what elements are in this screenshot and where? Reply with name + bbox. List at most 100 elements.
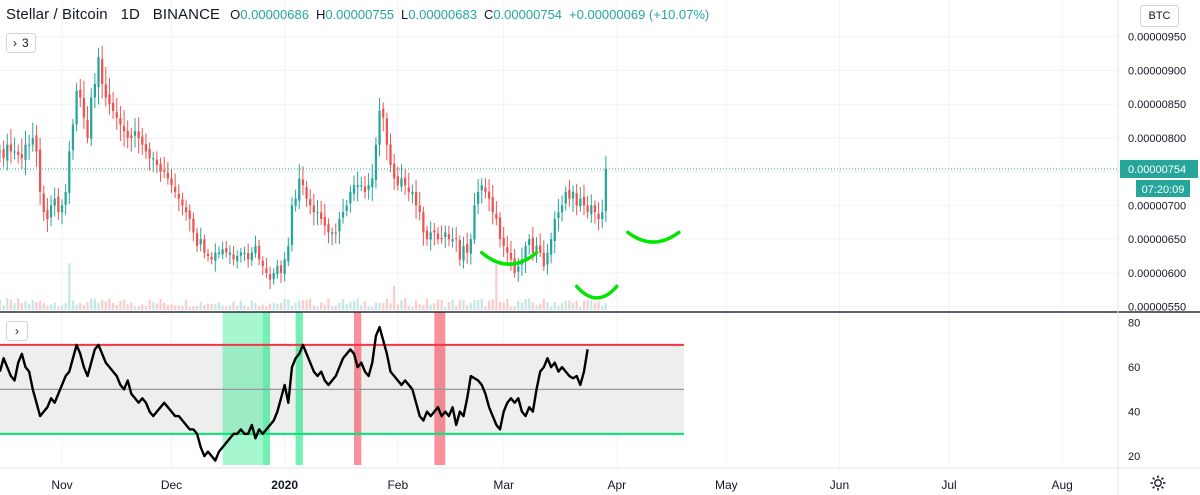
candle-body xyxy=(462,245,465,261)
candle-body xyxy=(309,199,312,206)
volume-bar xyxy=(487,300,491,310)
candle-body xyxy=(239,252,242,256)
volume-bar xyxy=(316,306,319,310)
candle-body xyxy=(2,149,5,159)
candle-body xyxy=(436,233,440,240)
candle-body xyxy=(144,144,148,152)
volume-bar xyxy=(327,298,330,310)
candle-body xyxy=(473,205,476,240)
volume-bar xyxy=(396,304,399,310)
volume-bar xyxy=(571,302,575,310)
candle-body xyxy=(31,137,34,145)
countdown-label: 07:20:09 xyxy=(1142,184,1185,196)
candle-body xyxy=(305,187,308,199)
annotation-curve xyxy=(626,230,681,244)
candle-body xyxy=(560,205,564,213)
volume-bar xyxy=(455,305,458,310)
signal-highlight xyxy=(434,312,446,465)
candle-body xyxy=(531,237,535,253)
candle-body xyxy=(82,97,86,118)
volume-bar xyxy=(119,300,122,310)
volume-bar xyxy=(75,304,78,310)
candle-body xyxy=(115,112,118,118)
candle-body xyxy=(582,196,586,206)
volume-bar xyxy=(360,305,363,310)
volume-bar xyxy=(28,304,31,310)
candle-body xyxy=(17,151,20,155)
candle-body xyxy=(345,205,348,211)
y-tick-label: 0.00000950 xyxy=(1128,32,1186,44)
candle-body xyxy=(451,239,454,242)
currency-button[interactable]: BTC xyxy=(1140,5,1179,27)
signal-highlight xyxy=(222,312,263,465)
volume-bar xyxy=(323,304,326,310)
y-tick-label: 0.00000550 xyxy=(1128,302,1186,314)
volume-bar xyxy=(126,304,129,310)
volume-bar xyxy=(539,304,542,310)
candlesticks xyxy=(0,45,1118,290)
candle-body xyxy=(159,163,162,172)
volume-bar xyxy=(305,300,308,310)
volume-bar xyxy=(309,298,312,310)
candle-body xyxy=(455,238,458,240)
y-tick-label: 0.00000900 xyxy=(1128,65,1186,77)
volume-bar xyxy=(374,302,378,310)
volume-bar xyxy=(436,299,440,310)
volume-bar xyxy=(385,298,388,310)
volume-bar xyxy=(217,302,221,310)
volume-bar xyxy=(254,303,257,310)
volume-bar xyxy=(64,303,67,310)
indicators-toggle-button[interactable]: › 3 xyxy=(6,33,36,53)
candle-body xyxy=(363,186,367,192)
candle-body xyxy=(283,259,286,275)
signal-highlight xyxy=(354,312,362,465)
volume-bar xyxy=(590,299,593,310)
candle-body xyxy=(502,237,505,246)
candle-body xyxy=(221,249,224,255)
candle-body xyxy=(225,247,228,253)
candle-body xyxy=(148,149,151,159)
candle-body xyxy=(60,205,64,213)
volume-bar xyxy=(86,301,89,310)
volume-bar xyxy=(68,263,71,310)
candle-body xyxy=(279,265,283,273)
oscillator-legend-toggle[interactable]: › xyxy=(6,321,28,341)
candle-body xyxy=(177,193,180,199)
volume-bar xyxy=(155,303,159,310)
candle-body xyxy=(458,240,462,260)
volume-bar xyxy=(141,304,144,310)
candle-body xyxy=(290,205,294,245)
indicator-count: 3 xyxy=(22,36,29,50)
volume-bar xyxy=(268,303,272,310)
candle-body xyxy=(166,172,169,179)
volume-bar xyxy=(221,305,224,310)
candle-body xyxy=(276,266,279,275)
volume-bar xyxy=(71,300,75,310)
gear-icon[interactable] xyxy=(1148,473,1168,493)
candle-body xyxy=(272,272,275,280)
rsi-line xyxy=(0,325,589,462)
candle-body xyxy=(447,234,451,240)
volume-bar xyxy=(228,305,232,310)
volume-bar xyxy=(163,302,166,310)
candle-body xyxy=(254,245,257,254)
volume-bar xyxy=(203,304,206,310)
candle-body xyxy=(192,218,195,233)
symbol-title[interactable]: Stellar / Bitcoin 1D BINANCE xyxy=(6,6,220,23)
y-tick-label: 0.00000650 xyxy=(1128,234,1186,246)
y-tick-label: 0.00000700 xyxy=(1128,200,1186,212)
last-price-label: 0.00000754 xyxy=(1128,164,1186,176)
candle-body xyxy=(480,185,483,191)
candle-body xyxy=(53,198,56,206)
candle-body xyxy=(261,260,264,267)
x-tick-label: Aug xyxy=(1051,478,1072,492)
candle-body xyxy=(528,239,531,245)
candle-body xyxy=(498,217,502,240)
volume-bar xyxy=(363,301,367,310)
volume-bar xyxy=(557,305,560,310)
volume-bars xyxy=(0,263,608,310)
candle-body xyxy=(188,210,191,219)
volume-bar xyxy=(53,302,56,310)
volume-bar xyxy=(301,299,305,310)
